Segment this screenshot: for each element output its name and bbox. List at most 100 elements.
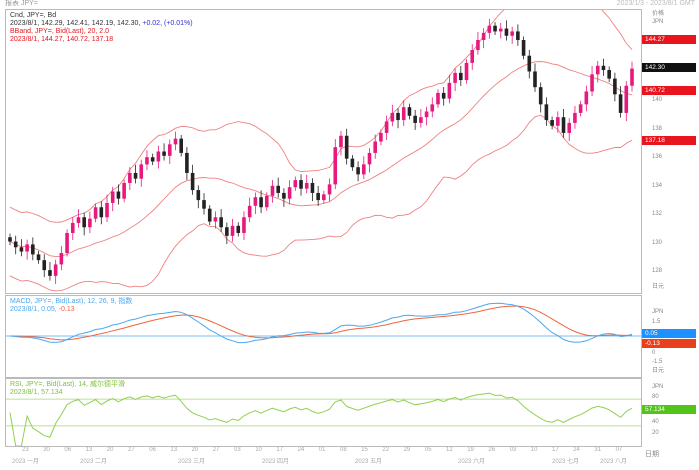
candle-body <box>259 197 263 208</box>
candle-body <box>419 117 423 123</box>
candle-body <box>65 232 69 253</box>
candle-body <box>31 244 35 255</box>
macd-tick: 1.5 <box>652 319 661 325</box>
macd-unit: JPN <box>652 309 664 315</box>
candle-body <box>310 182 315 193</box>
month-label: 2023 一月 <box>12 459 40 465</box>
candle-body <box>105 202 109 218</box>
bband-lower <box>9 114 633 292</box>
candle-body <box>179 138 183 153</box>
date-tick: 27 <box>128 447 135 453</box>
candle-body <box>253 197 258 206</box>
candle-body <box>230 225 235 236</box>
candle-body <box>167 144 172 156</box>
candle-body <box>322 194 326 201</box>
candle-body <box>202 200 206 209</box>
date-tick: 20 <box>191 447 199 453</box>
candle-body <box>299 180 303 189</box>
candle-body <box>470 50 475 63</box>
rsi-value-label: 57.134 <box>642 405 696 414</box>
date-tick: 31 <box>594 447 602 453</box>
candle-body <box>578 104 583 113</box>
candle-body <box>327 184 332 195</box>
candle-body <box>219 217 223 228</box>
candle-body <box>173 138 178 145</box>
candle-body <box>407 107 412 116</box>
month-label: 2023 二月 <box>80 459 108 465</box>
candle-body <box>93 207 98 219</box>
candle-body <box>276 185 281 193</box>
candle-body <box>139 164 144 179</box>
date-tick: 03 <box>509 447 517 453</box>
candle-body <box>59 252 64 265</box>
candle-body <box>413 115 417 123</box>
macd-chart <box>6 302 641 344</box>
candle-body <box>521 40 526 56</box>
rsi-tick: 20 <box>652 430 659 436</box>
candle-legend: Cnd, JPY=, Bd <box>10 12 57 19</box>
price-tick: 132 <box>652 211 663 218</box>
candle-body <box>556 117 560 126</box>
candle-body <box>236 225 241 233</box>
candle-body <box>510 31 514 36</box>
candle-body <box>595 65 600 75</box>
rsi-pane[interactable]: RSI, JPY=, Bid(Last), 14, 威尔德平滑 2023/8/1… <box>5 378 642 447</box>
price-tick: 128 <box>652 268 663 275</box>
date-tick: 26 <box>488 447 496 453</box>
date-tick: 06 <box>149 447 156 453</box>
candle-body <box>544 104 549 121</box>
macd-value-label: 0.05 <box>642 329 696 338</box>
price-tick: 136 <box>652 154 663 161</box>
candle-body <box>561 117 566 133</box>
rsi-tick: 80 <box>652 394 659 400</box>
candle-body <box>48 270 52 276</box>
candle-body <box>601 65 606 71</box>
candle-body <box>618 94 623 113</box>
price-tick: 138 <box>652 125 663 132</box>
macd-readout: 2023/8/1, 0.05, -0.13 <box>10 306 75 313</box>
date-tick: 13 <box>170 447 178 453</box>
price-tick: 134 <box>652 182 663 189</box>
date-tick: 24 <box>573 447 580 453</box>
candle-body <box>390 112 395 122</box>
candle-body <box>447 82 452 99</box>
date-range: 2023/1/3 - 2023/8/1 GMT <box>616 0 695 7</box>
rsi-line <box>9 392 633 446</box>
candle-body <box>630 68 634 86</box>
candle-body <box>122 182 126 199</box>
month-label: 2023 三月 <box>178 459 206 465</box>
candle-body <box>396 112 400 121</box>
candle-body <box>339 135 343 148</box>
price-pane[interactable]: Cnd, JPY=, Bd 2023/8/1, 142.29, 142.41, … <box>5 9 642 294</box>
date-tick: 05 <box>424 447 432 453</box>
candle-body <box>356 167 360 175</box>
price-label: 142.30 <box>642 63 696 73</box>
date-tick: 27 <box>212 447 220 453</box>
macd-tick: 0 <box>652 350 656 356</box>
price-chart <box>8 10 634 292</box>
candle-body <box>441 92 446 99</box>
candle-body <box>19 247 24 252</box>
candle-body <box>516 31 520 41</box>
bband-legend: BBand, JPY=, Bid(Last), 20, 2.0 <box>10 28 110 35</box>
date-tick: 17 <box>552 447 559 453</box>
candle-body <box>207 208 212 222</box>
candle-body <box>282 192 286 199</box>
candle-body <box>25 244 29 252</box>
signal-value-label: -0.13 <box>642 339 696 348</box>
candle-body <box>504 28 509 36</box>
candle-body <box>316 192 320 201</box>
candle-body <box>550 120 554 126</box>
candle-body <box>379 132 383 142</box>
candle-body <box>304 182 309 189</box>
candle-body <box>373 141 378 153</box>
candle-body <box>242 217 246 233</box>
candle-body <box>538 87 543 105</box>
macd-pane[interactable]: MACD, JPY=, Bid(Last), 12, 26, 9, 指数 202… <box>5 295 642 378</box>
candle-body <box>607 70 611 79</box>
signal-line <box>9 305 633 341</box>
date-tick: 23 <box>22 447 29 453</box>
candle-body <box>287 187 292 199</box>
date-tick: 12 <box>446 447 453 453</box>
candle-body <box>88 218 92 228</box>
